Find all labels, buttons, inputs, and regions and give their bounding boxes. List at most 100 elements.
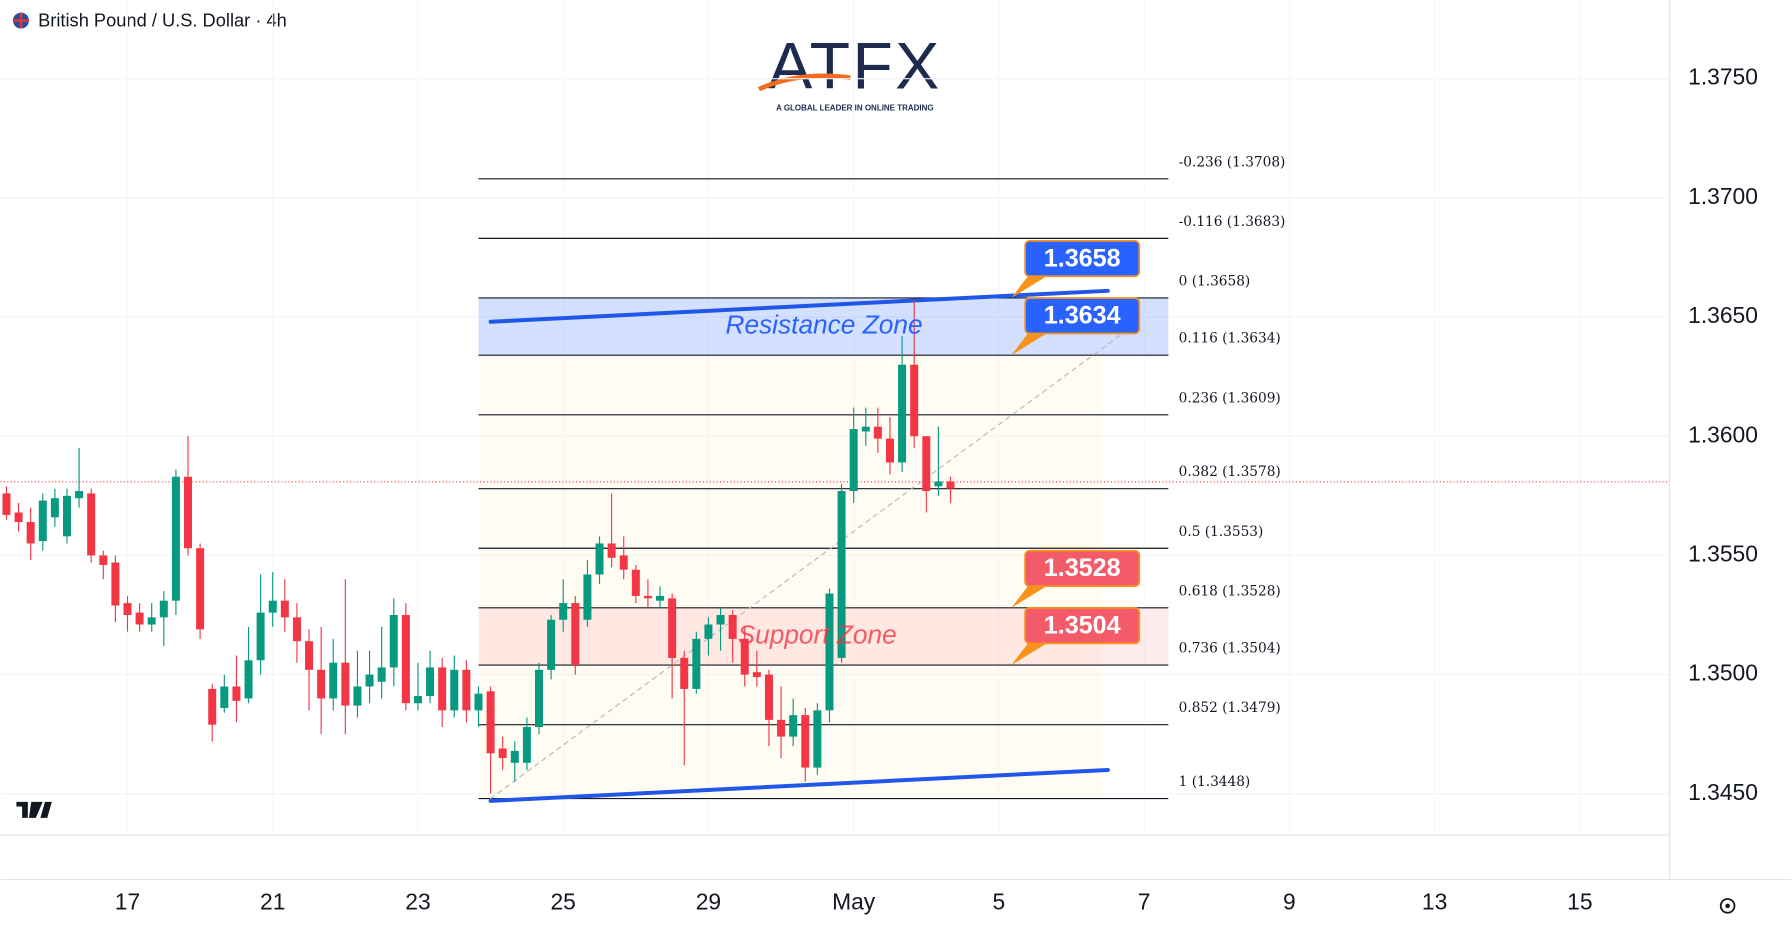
callout-label: 1.3504 (1044, 611, 1121, 639)
candle-body (486, 691, 495, 754)
candle-body (99, 555, 108, 565)
candle-body (292, 617, 301, 642)
x-tick-label: 15 (1567, 889, 1592, 915)
fib-level-label: 0.736 (1.3504) (1179, 641, 1281, 657)
candle-body (946, 481, 955, 489)
candle-body (656, 595, 665, 601)
trendline (490, 325, 1133, 800)
candle-body (607, 543, 616, 558)
fib-level-label: 0.852 (1.3479) (1179, 700, 1281, 716)
candle-body (317, 669, 326, 699)
fib-level-label: 0.116 (1.3634) (1179, 331, 1281, 347)
trendline (488, 288, 1110, 324)
candle-body (595, 543, 604, 575)
candle-body (680, 657, 689, 689)
candle-body (196, 548, 205, 630)
fib-level-label: -0.116 (1.3683) (1179, 214, 1286, 230)
x-tick-label: 13 (1422, 889, 1447, 915)
logo-swoosh (757, 73, 851, 92)
fib-level-label: 0.5 (1.3553) (1179, 524, 1264, 540)
candle-body (462, 669, 471, 711)
candle-body (898, 364, 907, 463)
fib-level-label: 0.382 (1.3578) (1179, 464, 1281, 480)
candle-body (389, 615, 398, 668)
candle-body (184, 476, 193, 549)
candle-body (280, 600, 289, 618)
candle-body (341, 662, 350, 706)
candle-body (171, 476, 180, 601)
callout-label: 1.3528 (1044, 554, 1121, 582)
candle-body (450, 669, 459, 711)
callout-label: 1.3658 (1044, 244, 1121, 272)
flag-cross (12, 12, 29, 29)
candle-body (873, 426, 882, 439)
logo-name: ATFX (768, 29, 942, 103)
candle-body (716, 615, 725, 625)
zone-label: Support Zone (738, 619, 897, 649)
candle-body (159, 600, 168, 618)
candle-body (571, 603, 580, 666)
candle-body (583, 574, 592, 620)
candle-body (135, 612, 144, 625)
candle-body (631, 569, 640, 596)
candle-body (837, 491, 846, 658)
candle-body (801, 715, 810, 768)
candle-body (365, 674, 374, 687)
x-tick-label: 21 (260, 889, 285, 915)
candle-body (147, 617, 156, 625)
zone-label: Resistance Zone (725, 310, 922, 340)
candle-body (619, 555, 628, 570)
candle-body (752, 672, 761, 677)
x-tick-label: 29 (696, 889, 721, 915)
y-tick-label: 1.3750 (1688, 64, 1758, 90)
x-tick-label: 25 (551, 889, 576, 915)
callout-box (1024, 239, 1141, 278)
x-tick-label: 23 (405, 889, 430, 915)
y-tick-label: 1.3700 (1688, 183, 1758, 209)
candle-body (522, 727, 531, 763)
candle-body (208, 688, 217, 725)
fib-level-label: 1 (1.3448) (1179, 774, 1251, 790)
candle-body (220, 686, 229, 708)
candle-body (38, 500, 47, 542)
y-tick-label: 1.3450 (1688, 779, 1758, 805)
candle-body (704, 624, 713, 639)
candle-body (377, 667, 386, 682)
candle-body (26, 522, 35, 544)
candle-body (535, 669, 543, 728)
candle-body (14, 512, 23, 523)
x-tick-label: May (832, 889, 876, 915)
callout-label: 1.3634 (1044, 302, 1121, 330)
candle-body (268, 600, 277, 613)
candle-body (438, 667, 447, 711)
candle-body (668, 598, 677, 658)
x-tick-label: 9 (1283, 889, 1296, 915)
candle-body (256, 612, 265, 661)
candle-body (559, 603, 568, 620)
settings-icon[interactable] (1719, 898, 1736, 914)
x-tick-label: 17 (115, 889, 140, 915)
candle-body (329, 662, 338, 699)
logo-tagline: A GLOBAL LEADER IN ONLINE TRADING (776, 104, 933, 113)
candle-body (922, 436, 931, 492)
candle-body (413, 696, 422, 704)
candle-body (849, 429, 858, 492)
x-tick-label: 7 (1138, 889, 1151, 915)
candle-body (62, 495, 71, 537)
x-tick-label: 5 (993, 889, 1006, 915)
candle-body (547, 619, 556, 670)
fib-level-label: 0.236 (1.3609) (1179, 390, 1281, 406)
callout-box (1024, 549, 1141, 588)
callout-box (1024, 607, 1141, 645)
candle-body (510, 750, 519, 763)
candle-body (232, 686, 241, 701)
candle-body (764, 674, 773, 720)
candle-body (305, 641, 314, 670)
y-tick-label: 1.3550 (1688, 540, 1758, 566)
y-tick-label: 1.3650 (1688, 302, 1758, 328)
candle-body (728, 615, 737, 639)
candle-body (910, 364, 919, 437)
